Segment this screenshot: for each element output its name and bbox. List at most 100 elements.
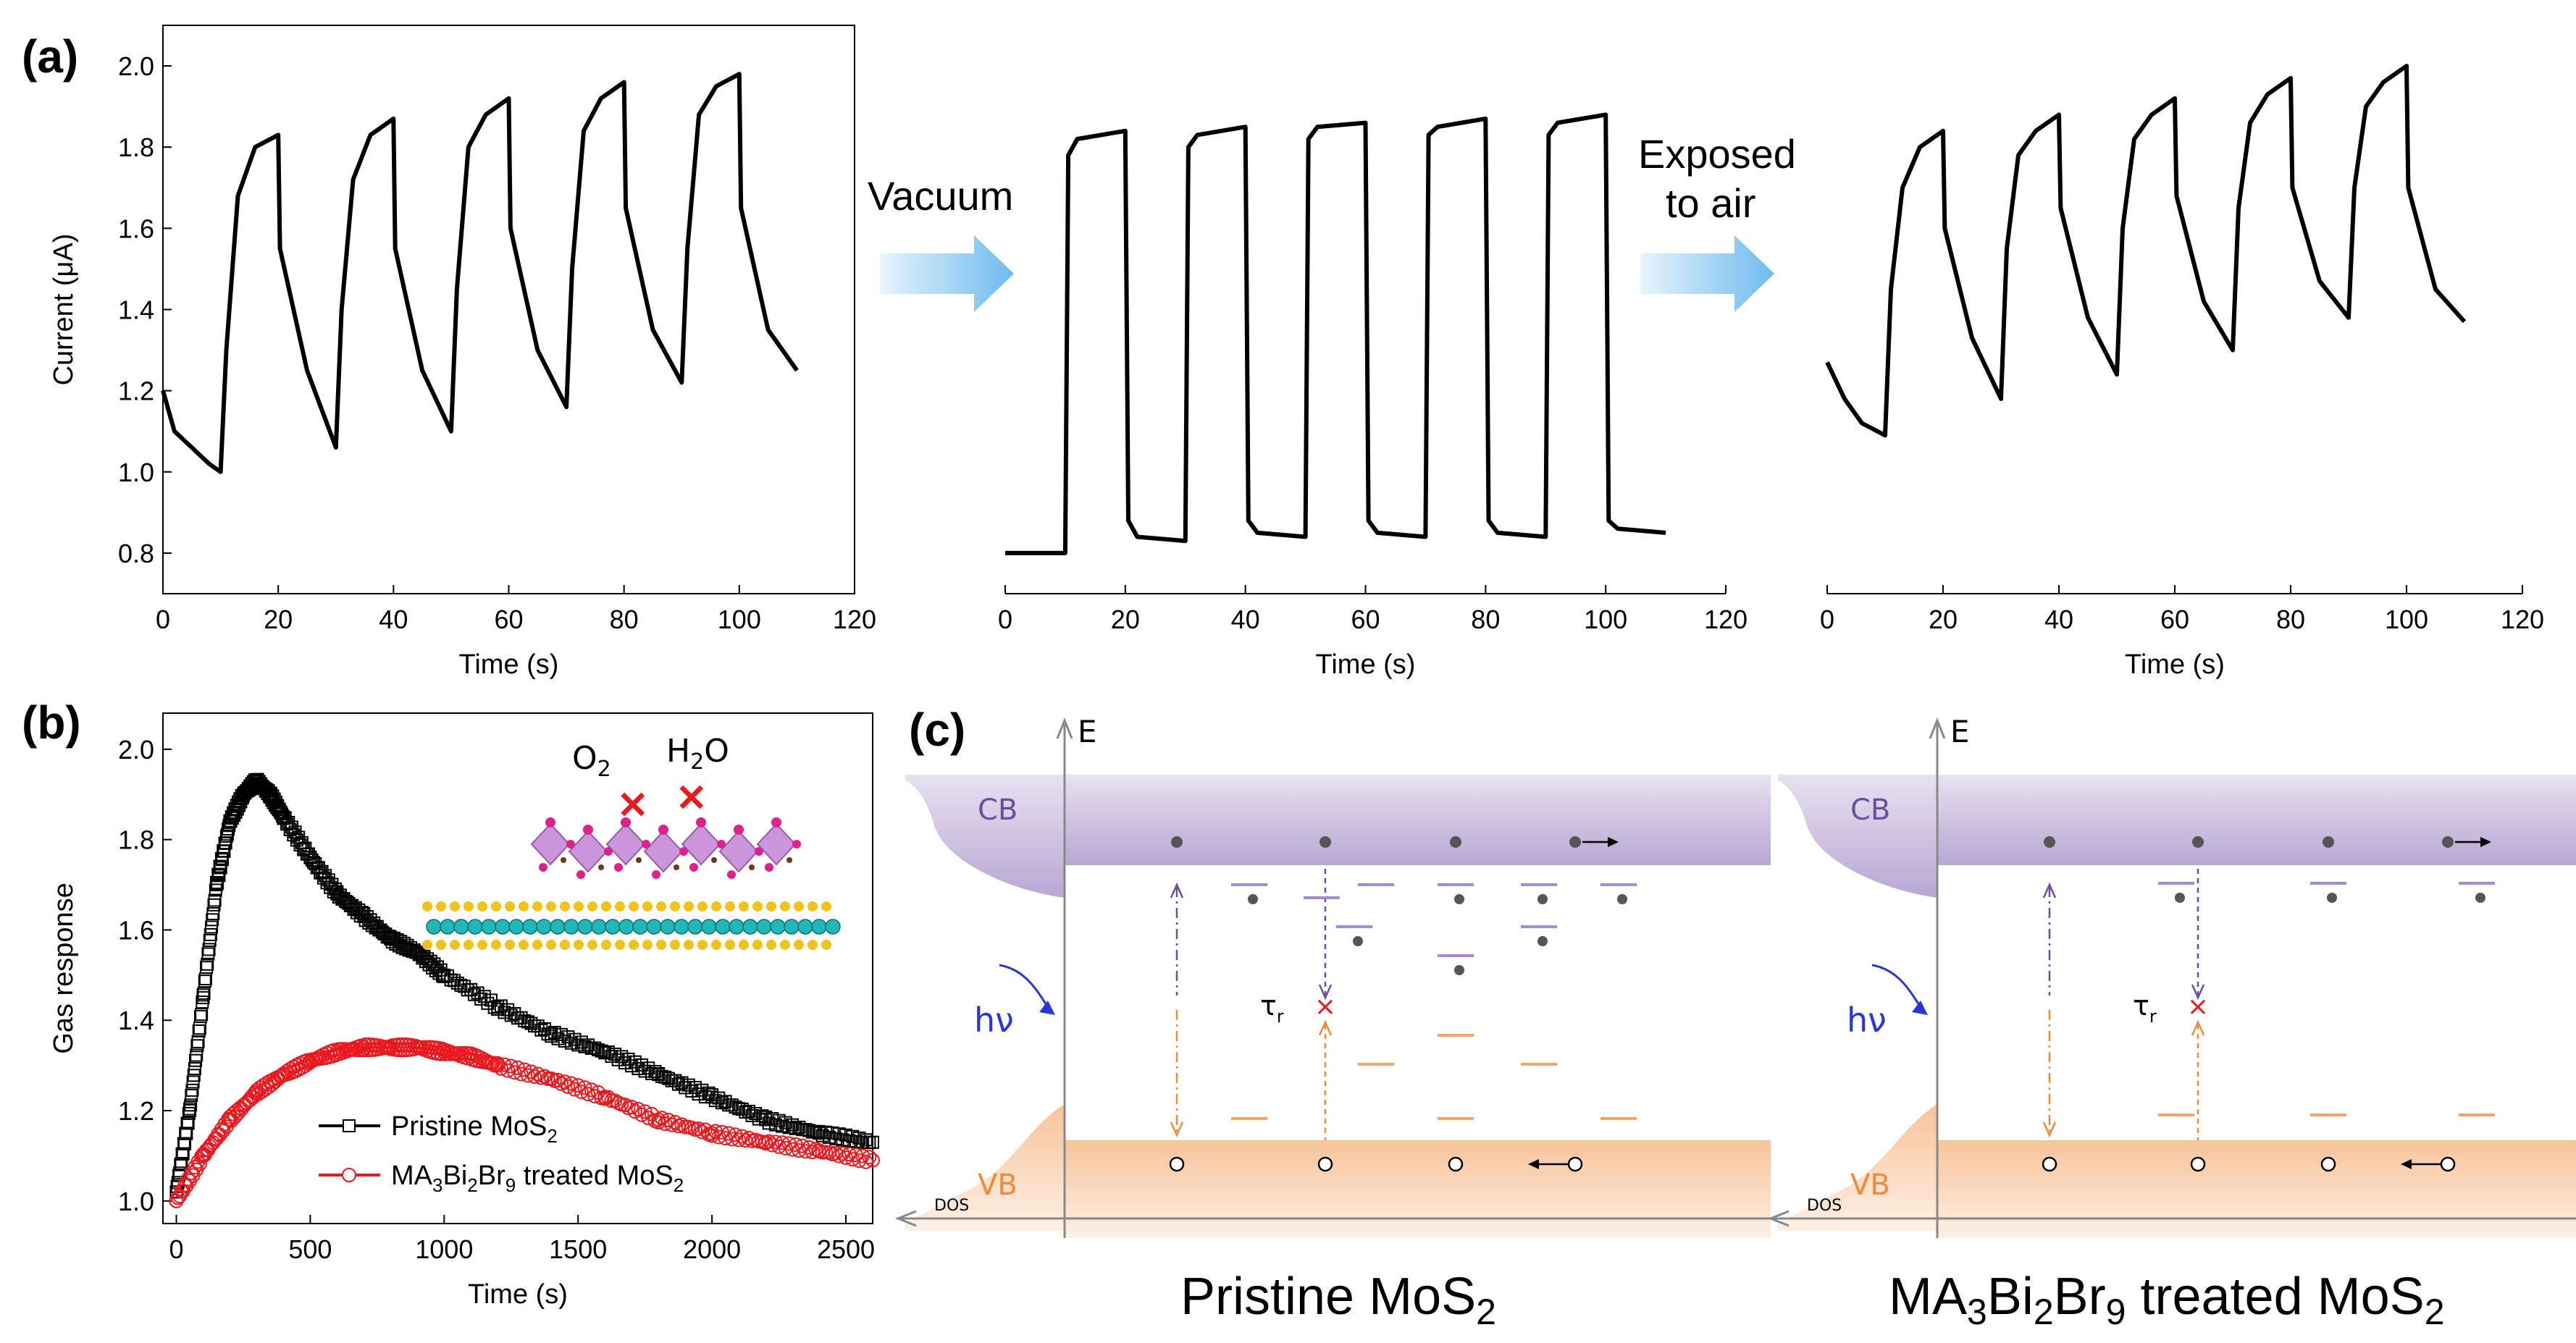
sulfur-atom [587, 901, 597, 912]
data-point-circle [674, 1117, 689, 1132]
arrow-left-icon [2401, 1159, 2412, 1169]
data-point-square [474, 992, 488, 1006]
electron [1320, 836, 1331, 848]
x-tick-label: 100 [718, 605, 761, 634]
data-point-square [555, 1027, 569, 1041]
octahedron [756, 822, 797, 866]
y-tick-label: 1.4 [118, 295, 154, 325]
x-tick-label: 40 [379, 605, 408, 634]
data-point-square [411, 946, 424, 959]
data-point-square [739, 1106, 752, 1119]
y-tick-label: 0.8 [118, 539, 154, 568]
molybdenum-atom [701, 919, 717, 935]
data-point-square [578, 1040, 592, 1053]
data-point-square [356, 906, 369, 919]
data-point-square [222, 819, 236, 833]
panel-label-c: (c) [909, 704, 965, 756]
sulfur-atom [642, 940, 653, 950]
data-point-square [214, 861, 227, 875]
sulfur-atom [752, 901, 763, 912]
data-point-square [290, 833, 303, 847]
data-point-square [185, 1083, 199, 1097]
electron [2442, 836, 2454, 848]
molybdenum-atom [536, 919, 552, 935]
atom [689, 863, 698, 872]
atom [545, 817, 555, 828]
data-point-circle [627, 1104, 642, 1119]
data-point-square [182, 1104, 196, 1118]
data-point-square [337, 892, 351, 906]
exposed-label-2: to air [1666, 180, 1756, 226]
energy-label: E [1950, 714, 1970, 749]
data-point-square [799, 1123, 813, 1137]
sulfur-atom [436, 940, 446, 950]
atom [755, 847, 763, 856]
atom [734, 825, 744, 835]
sulfur-atom [766, 901, 776, 912]
data-point-circle [705, 1126, 720, 1141]
data-point-circle [765, 1137, 780, 1153]
trapped-electron [1537, 936, 1548, 946]
data-point-square [454, 978, 468, 992]
data-point-square [866, 1135, 879, 1149]
y-tick-label: 1.8 [118, 132, 154, 162]
molybdenum-atom [660, 919, 676, 935]
data-point-square [598, 1045, 612, 1058]
series-line-re-exposed [1825, 64, 2467, 438]
atom [561, 857, 566, 863]
y-tick-label: 1.8 [118, 825, 154, 855]
data-point-square [618, 1056, 632, 1070]
data-point-square [524, 1016, 538, 1030]
vb-label: VB [1850, 1169, 1890, 1202]
data-point-square [431, 960, 445, 974]
data-point-square [325, 877, 339, 891]
data-point-square [695, 1083, 709, 1097]
o2-label: O2 [572, 740, 611, 782]
octahedron [530, 822, 571, 866]
data-point-square [571, 1038, 585, 1052]
data-point-square [213, 859, 227, 873]
sulfur-atom [642, 901, 653, 912]
data-point-circle [222, 1112, 238, 1127]
sulfur-atom [532, 901, 542, 912]
atom [598, 864, 604, 870]
trapped-electron [2175, 893, 2185, 903]
data-point-circle [330, 1044, 345, 1059]
data-point-square [214, 851, 228, 865]
sulfur-atom [463, 901, 474, 912]
molybdenum-atom [577, 919, 593, 935]
atom [749, 864, 755, 870]
sulfur-atom [477, 901, 487, 912]
sulfur-atom [780, 940, 790, 950]
chart-gas-response: 0 500 1000 1500 2000 2500 1.0 1.2 1.4 1.6 1.8 2.0 Ti… [49, 712, 880, 1310]
data-point-square [564, 1036, 578, 1050]
data-point-square [275, 807, 289, 821]
x-tick-label: 80 [610, 605, 639, 634]
data-point-circle [249, 1085, 264, 1100]
data-point-square [188, 1062, 201, 1076]
sulfur-atom [560, 940, 570, 950]
sulfur-atom [422, 901, 432, 912]
data-point-circle [831, 1148, 847, 1163]
molybdenum-atom [825, 919, 841, 935]
x-tick-label: 40 [2044, 605, 2073, 634]
data-point-circle [634, 1107, 650, 1122]
data-point-square [305, 853, 319, 867]
data-point-square [531, 1019, 545, 1033]
x-tick-label: 500 [288, 1234, 332, 1264]
data-point-square [605, 1050, 618, 1064]
sulfur-atom [670, 901, 680, 912]
y-tick-label: 1.6 [118, 214, 154, 243]
data-point-square [786, 1118, 800, 1132]
atom [576, 870, 585, 879]
caption-treated: MA3Bi2Br9 treated MoS2 [1889, 1268, 2445, 1332]
molybdenum-atom [522, 919, 538, 935]
valence-band [1065, 1140, 1771, 1238]
data-point-circle [567, 1082, 582, 1097]
hole [1567, 1156, 1583, 1172]
sulfur-atom [546, 940, 556, 950]
atom [711, 857, 717, 863]
data-point-circle [557, 1074, 572, 1090]
y-tick-label: 1.2 [118, 376, 154, 406]
